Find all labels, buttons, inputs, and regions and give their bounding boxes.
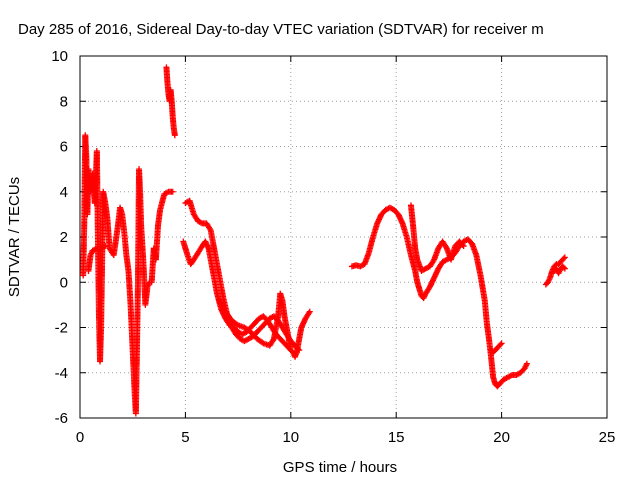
x-tick-label: 10 — [282, 429, 299, 446]
data-point — [459, 241, 466, 248]
data-point — [306, 308, 313, 315]
data-point — [295, 345, 302, 352]
chart-title: Day 285 of 2016, Sidereal Day-to-day VTE… — [18, 21, 544, 38]
data-point — [561, 265, 568, 272]
data-point — [497, 341, 504, 348]
data-point — [498, 340, 505, 347]
y-tick-label: -2 — [55, 320, 68, 337]
x-tick-label: 5 — [181, 429, 189, 446]
y-tick-label: 8 — [60, 93, 68, 110]
data-point — [296, 347, 303, 354]
x-tick-label: 25 — [599, 429, 616, 446]
y-tick-label: -4 — [55, 365, 68, 382]
data-point — [560, 255, 567, 262]
grid-lines — [80, 56, 607, 418]
data-point — [561, 254, 568, 261]
y-tick-label: -6 — [55, 410, 68, 427]
x-tick-label: 0 — [76, 429, 84, 446]
data-point — [102, 243, 109, 250]
data-point — [560, 264, 567, 271]
data-point — [523, 360, 530, 367]
y-axis-label: SDTVAR / TECUs — [6, 177, 23, 297]
x-tick-label: 20 — [493, 429, 510, 446]
x-tick-label: 15 — [388, 429, 405, 446]
data-point — [171, 132, 178, 139]
data-points — [80, 64, 568, 417]
y-tick-label: 10 — [51, 48, 68, 65]
y-tick-label: 2 — [60, 229, 68, 246]
data-point — [169, 188, 176, 195]
y-tick-label: 6 — [60, 139, 68, 156]
y-tick-label: 0 — [60, 274, 68, 291]
x-axis-label: GPS time / hours — [283, 459, 397, 476]
data-point — [287, 344, 294, 351]
axis-ticks: 0 5 10 15 20 25 -6 -4 -2 0 2 4 6 8 10 — [51, 48, 615, 446]
y-tick-label: 4 — [60, 184, 68, 201]
data-point — [460, 243, 467, 250]
